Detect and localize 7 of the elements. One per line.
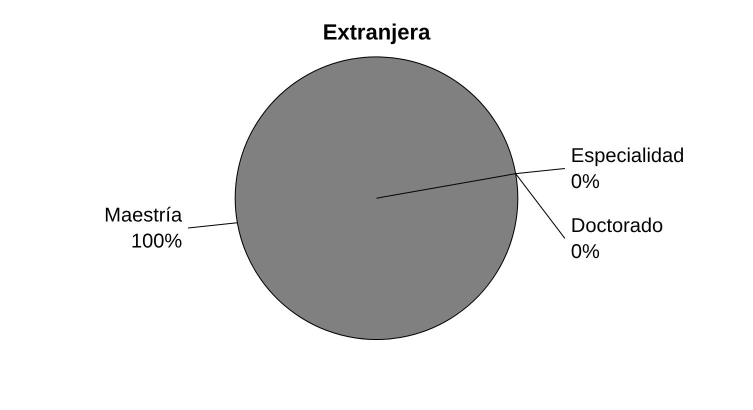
text: 0% (570, 170, 600, 193)
text: 0% (570, 240, 600, 263)
chart-title: Extranjera (322, 19, 432, 44)
slice-label: Maestría (104, 204, 183, 226)
category-label: Especialidad (570, 144, 684, 167)
data-label: 100% (130, 230, 182, 252)
category-label: Doctorado (570, 214, 664, 237)
